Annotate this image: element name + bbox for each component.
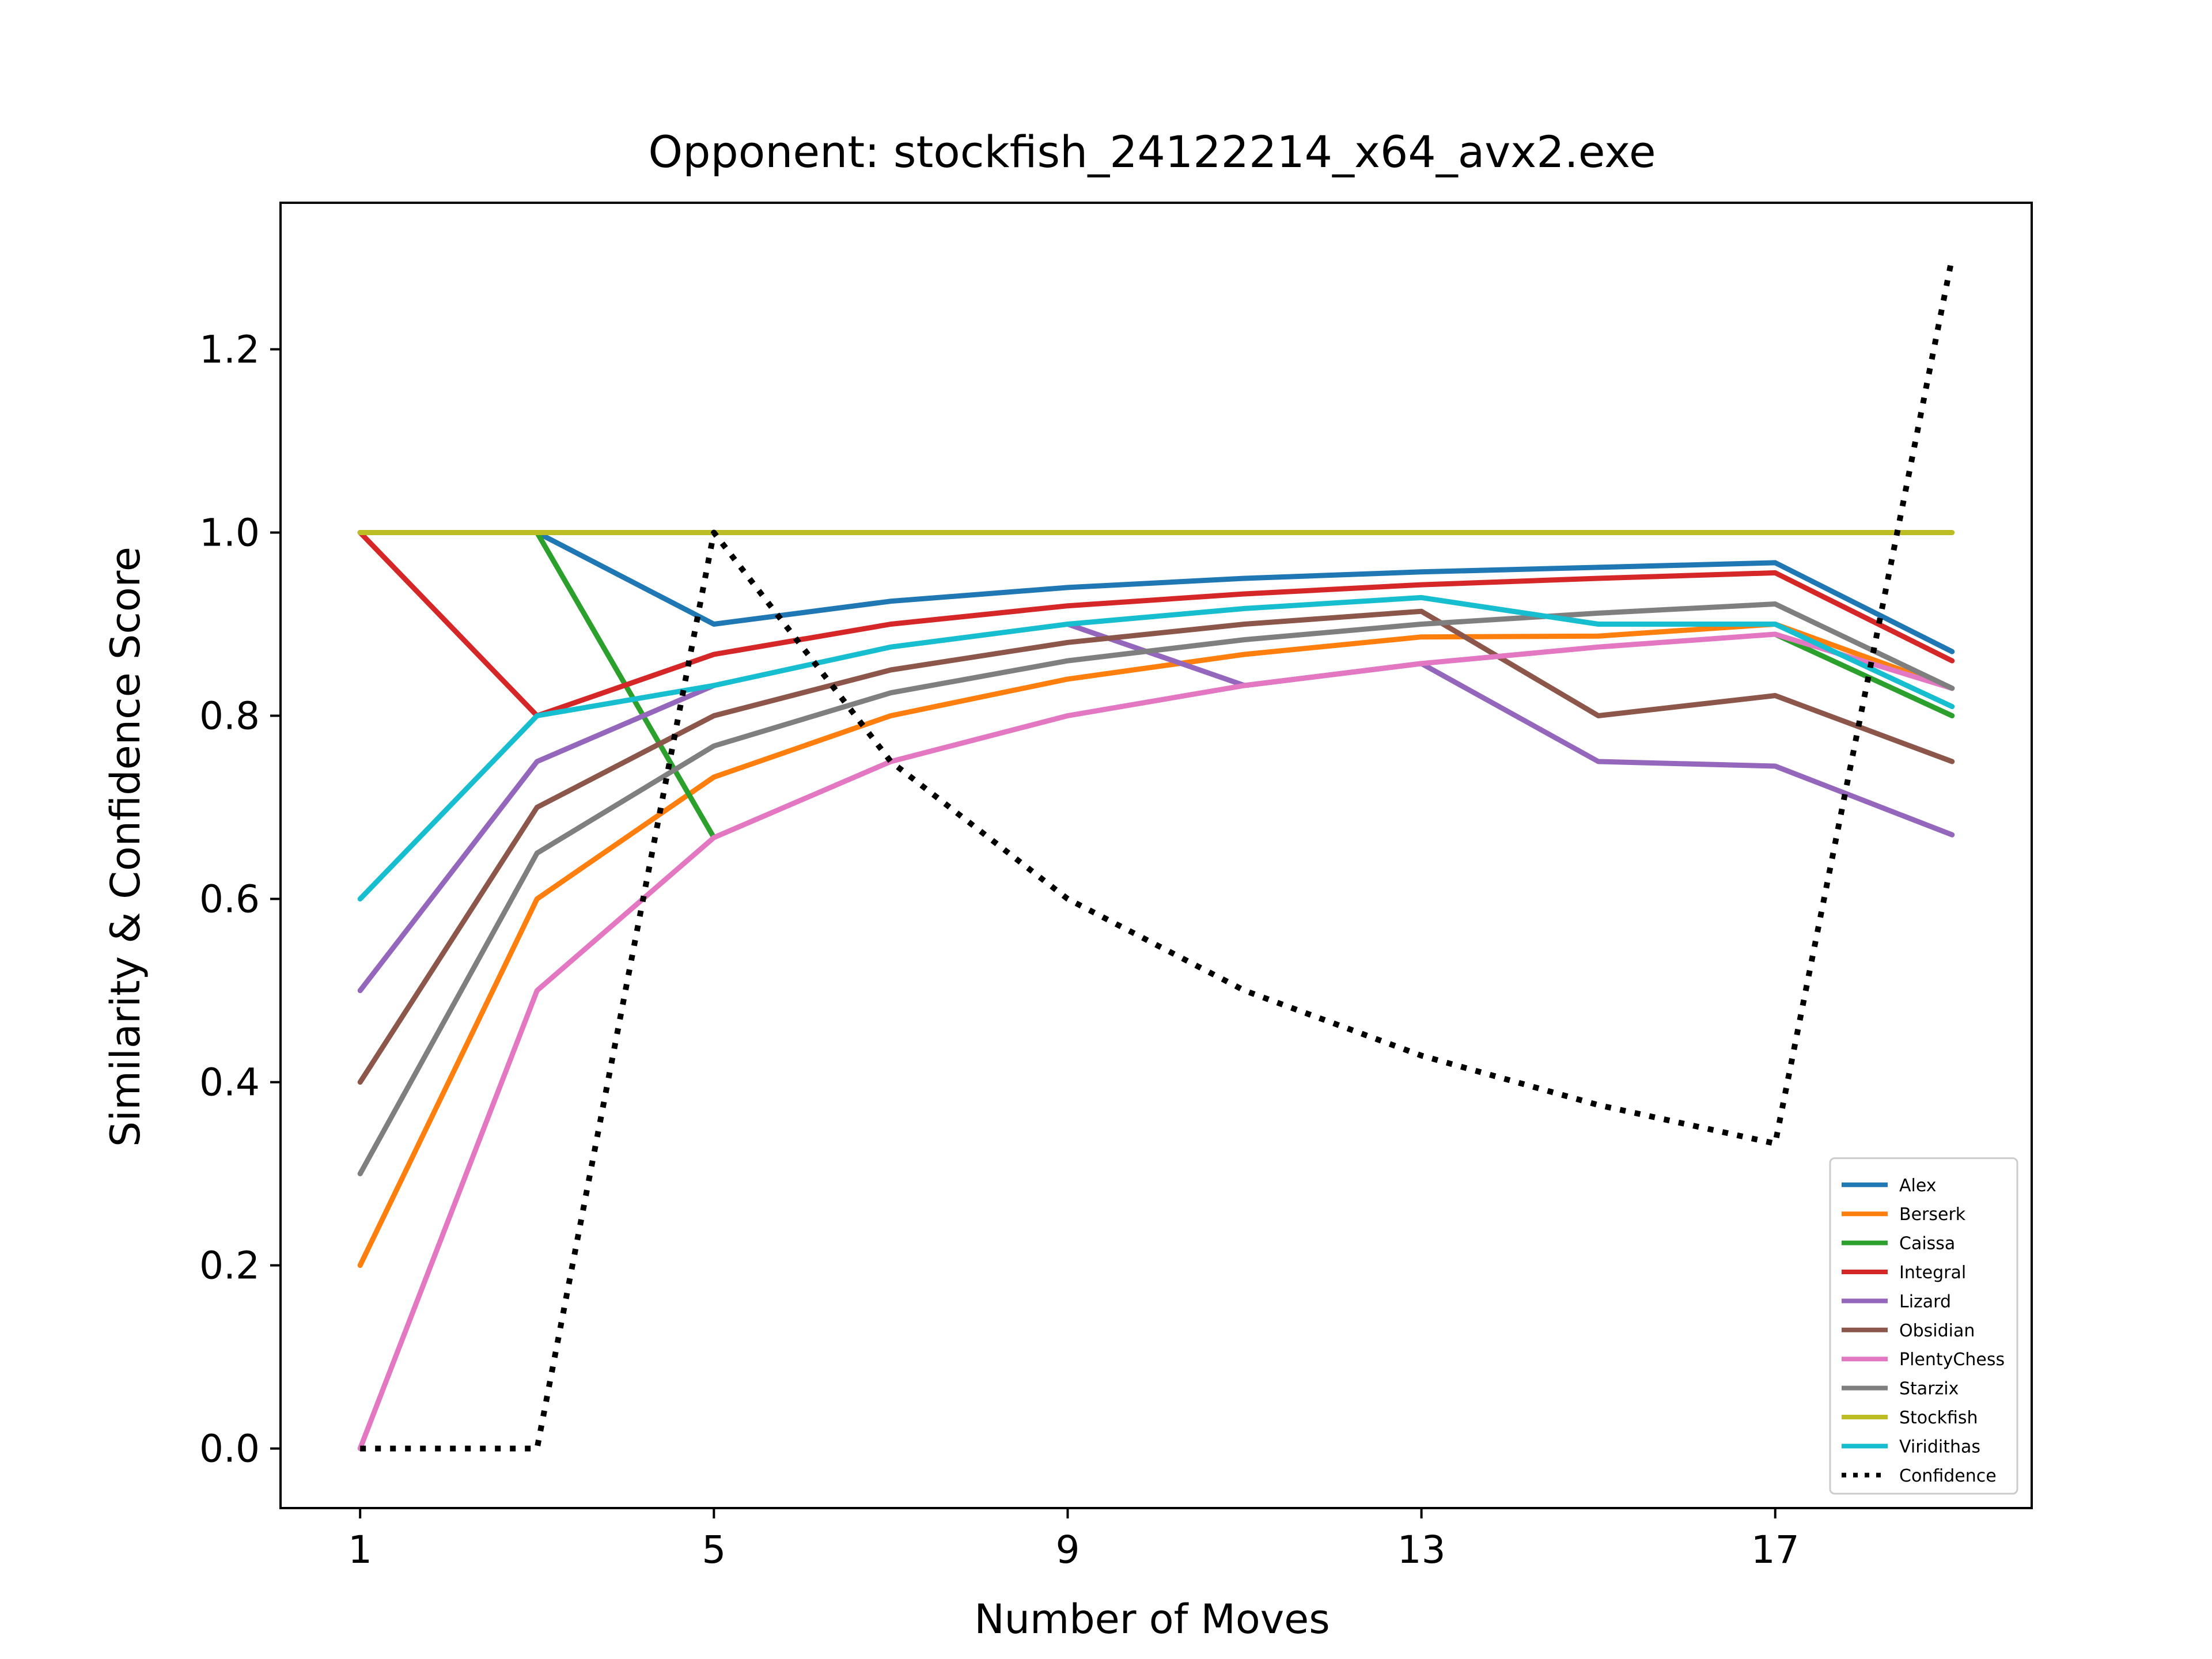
legend-label-starzix: Starzix [1899, 1379, 1959, 1399]
series-line-viridithas [357, 594, 1955, 902]
chart-title: Opponent: stockfish_24122214_x64_avx2.ex… [648, 126, 1656, 177]
legend-label-integral: Integral [1899, 1263, 1966, 1283]
series-line-alex [357, 530, 1955, 654]
plot-area [357, 257, 1955, 1452]
legend-label-plentychess: PlentyChess [1899, 1350, 2005, 1370]
series-line-starzix [357, 601, 1955, 1177]
x-tick-label: 13 [1397, 1528, 1446, 1572]
x-axis-label: Number of Moves [974, 1596, 1330, 1643]
series-line-lizard [357, 622, 1955, 994]
legend-label-stockfish: Stockfish [1899, 1408, 1978, 1428]
legend-label-berserk: Berserk [1899, 1205, 1966, 1225]
axes: 1 5 9 13 17 0.0 0.2 0.4 0.6 0.8 1.0 1.2 [199, 202, 2033, 1572]
legend-label-obsidian: Obsidian [1899, 1321, 1975, 1341]
y-tick-label: 1.2 [199, 327, 260, 372]
y-tick-label: 0.0 [199, 1427, 260, 1471]
legend-label-alex: Alex [1899, 1176, 1937, 1196]
series-line-integral [357, 530, 1955, 718]
y-tick-label: 0.4 [199, 1060, 260, 1105]
x-tick-label: 1 [348, 1528, 372, 1572]
y-tick-label: 0.6 [199, 877, 260, 922]
x-tick-label: 5 [702, 1528, 726, 1572]
series-line-berserk [357, 622, 1955, 1268]
y-tick-label: 0.2 [199, 1244, 260, 1288]
series-line-confidence [360, 257, 1955, 1452]
series-line-obsidian [357, 608, 1955, 1085]
plot-frame [279, 202, 2033, 1509]
x-tick-label: 17 [1751, 1528, 1800, 1572]
x-tick-label: 9 [1055, 1528, 1080, 1572]
y-tick-label: 1.0 [199, 510, 260, 555]
legend-label-confidence: Confidence [1899, 1466, 1997, 1486]
legend-label-viridithas: Viridithas [1899, 1437, 1980, 1457]
legend-label-lizard: Lizard [1899, 1291, 1951, 1312]
y-axis-label: Similarity & Confidence Score [102, 547, 149, 1147]
series-line-plentychess [357, 631, 1955, 1452]
y-tick-label: 0.8 [199, 694, 260, 738]
legend: Alex Berserk Caissa Integral Lizard Obsidian P… [1829, 1157, 2018, 1495]
legend-label-caissa: Caissa [1899, 1234, 1955, 1254]
